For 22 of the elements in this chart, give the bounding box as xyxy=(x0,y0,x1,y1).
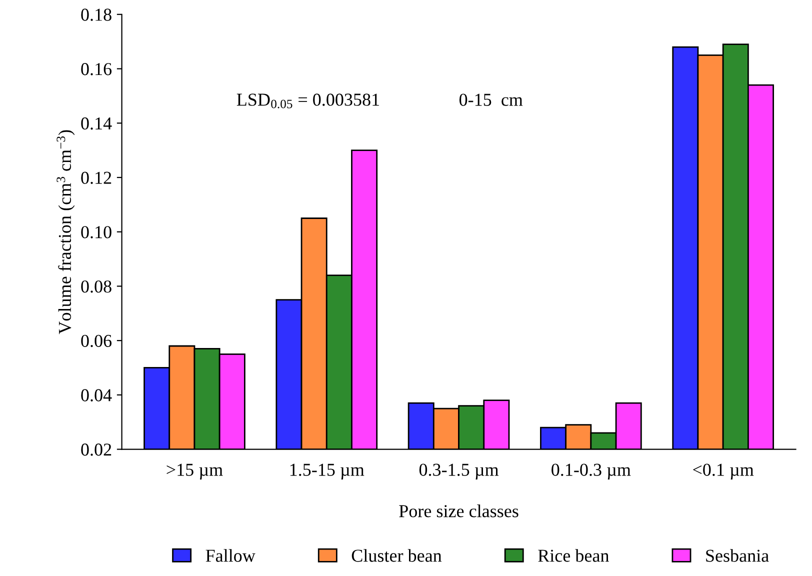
y-tick-label: 0.08 xyxy=(81,280,112,293)
legend-label: Fallow xyxy=(206,549,256,562)
annotation: LSD$_{0.05}$ = 0.003581 xyxy=(236,94,379,108)
x-tick-label: <0.1 µm xyxy=(693,464,754,480)
annotation: 0-15 cm xyxy=(459,94,523,106)
y-tick-label: 0.02 xyxy=(81,444,112,456)
y-axis-title: Volume fraction (cm$^{3}$ cm$^{−3}$) xyxy=(56,130,75,334)
x-tick-label: 0.3-1.5 µm xyxy=(419,464,499,480)
x-axis-title: Pore size classes xyxy=(399,504,518,518)
y-tick-label: 0.12 xyxy=(81,172,112,184)
x-tick-label: 0.1-0.3 µm xyxy=(552,464,631,480)
legend-label: Cluster bean xyxy=(352,549,442,562)
y-tick-label: 0.10 xyxy=(81,226,112,238)
y-tick-label: 0.16 xyxy=(81,63,112,76)
x-tick-label: >15 µm xyxy=(166,464,223,480)
x-tick-label: 1.5-15 µm xyxy=(290,464,364,480)
y-tick-label: 0.04 xyxy=(81,389,112,402)
legend-label: Rice bean xyxy=(538,549,609,562)
y-tick-label: 0.06 xyxy=(81,334,112,348)
y-tick-label: 0.14 xyxy=(81,117,112,130)
legend-label: Sesbania xyxy=(706,549,769,562)
y-tick-label: 0.18 xyxy=(81,8,112,21)
